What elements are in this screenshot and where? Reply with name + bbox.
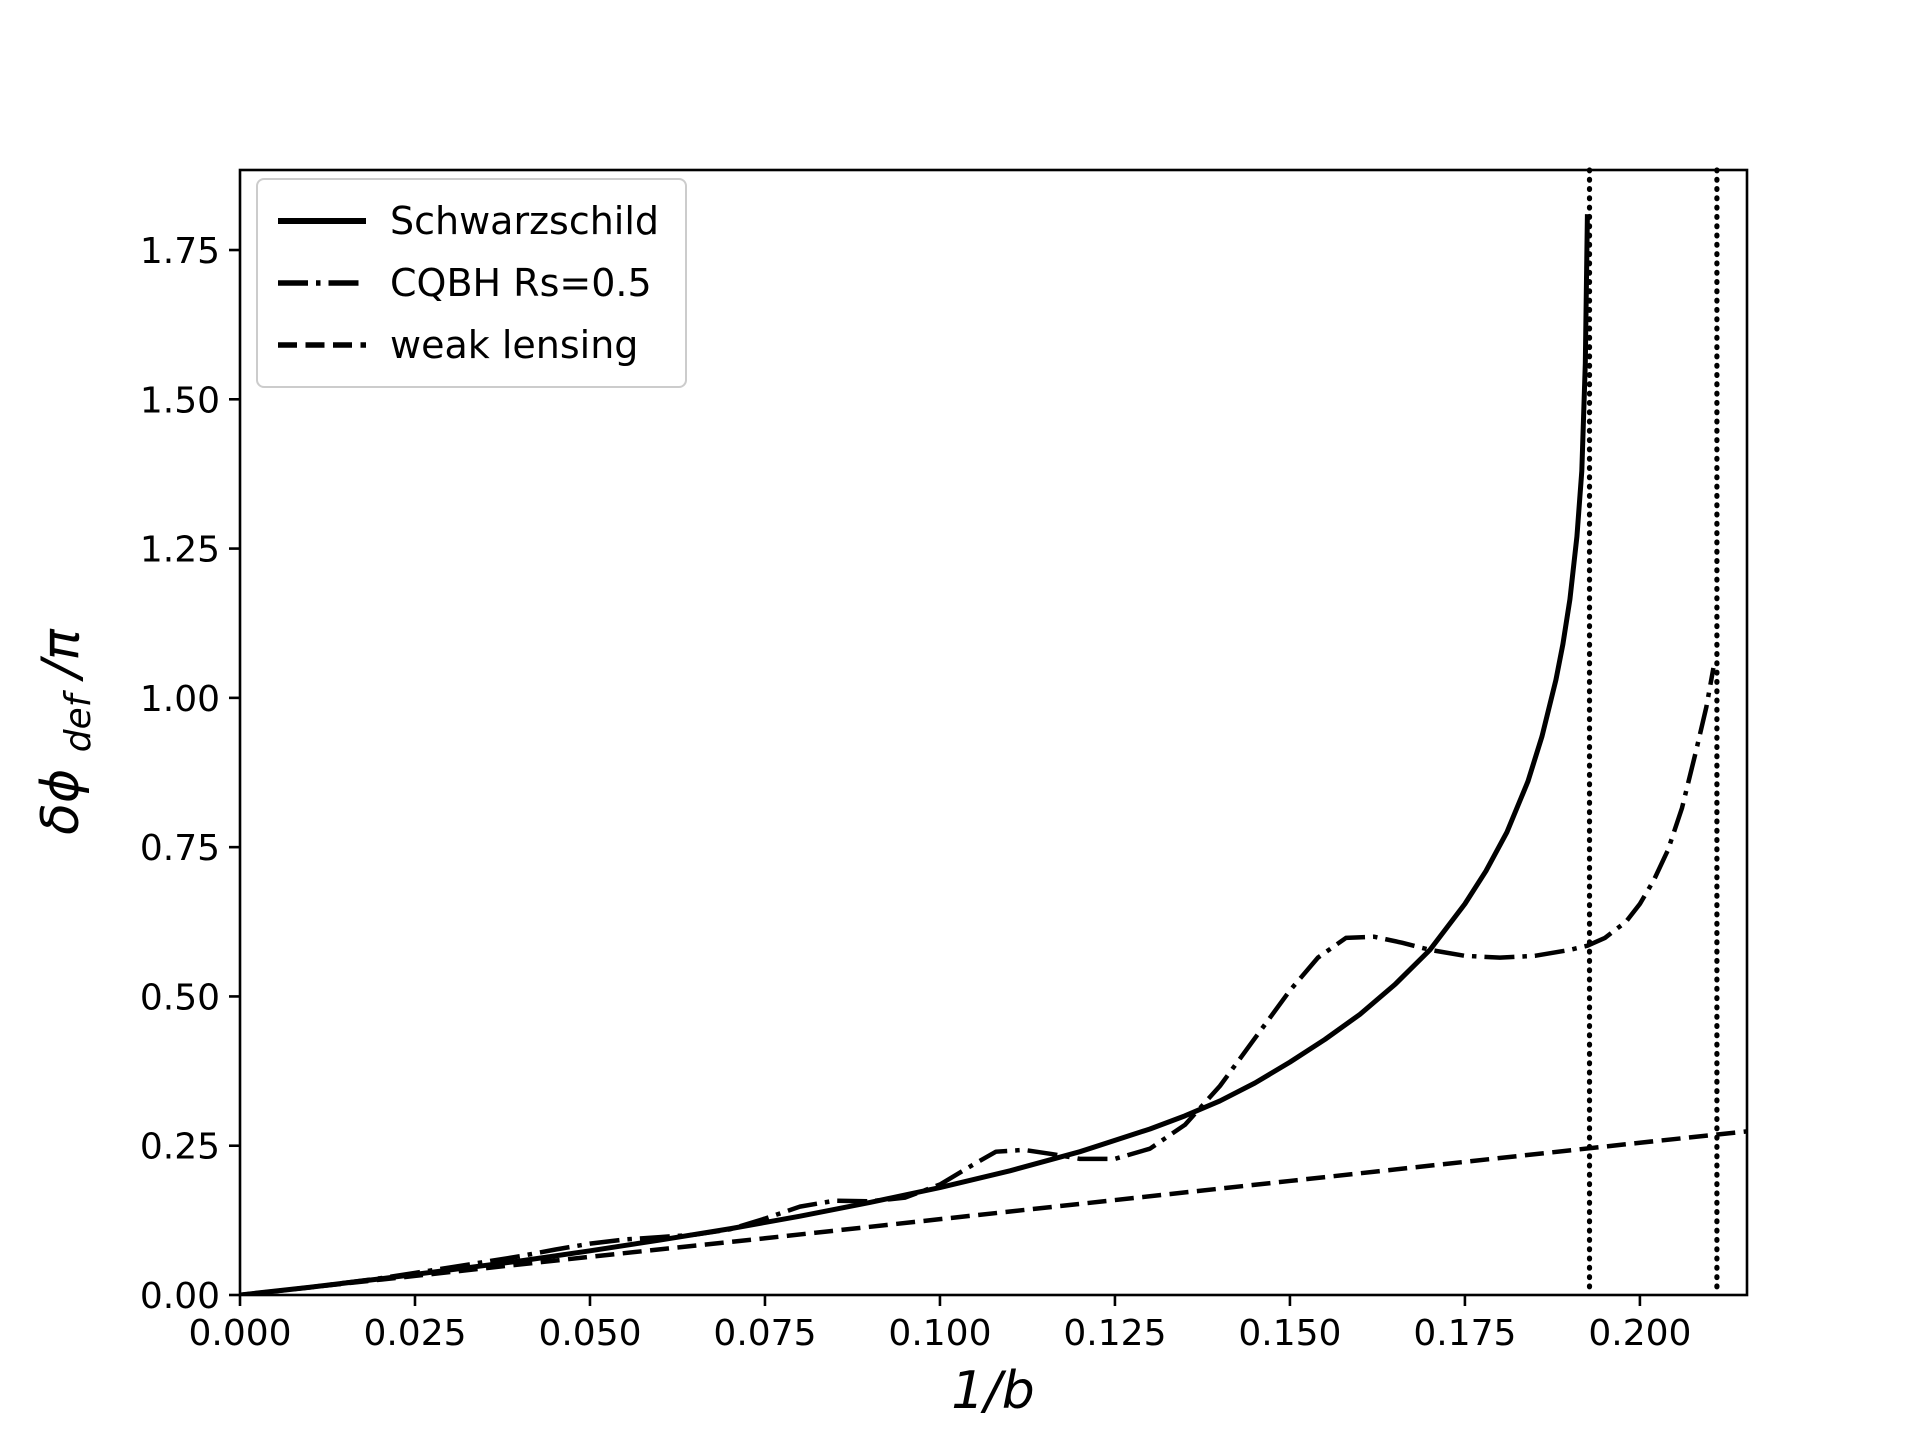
x-tick-label: 0.075 (713, 1313, 816, 1354)
x-tick-label: 0.000 (188, 1313, 291, 1354)
y-axis-label-suffix: /π (31, 628, 91, 682)
legend-label: CQBH Rs=0.5 (390, 261, 652, 305)
curve-cqbh-rs-0-5 (240, 667, 1716, 1295)
legend-item-schwarzschild: Schwarzschild (274, 198, 659, 244)
legend-label: Schwarzschild (390, 199, 660, 243)
x-tick-label: 0.050 (538, 1313, 641, 1354)
axes-frame (238, 168, 1749, 1297)
y-tick-label: 0.25 (140, 1127, 220, 1168)
legend-line-sample-dashdot (278, 280, 366, 286)
y-tick-label: 1.75 (140, 231, 220, 272)
x-tick-label: 0.150 (1238, 1313, 1341, 1354)
axes-group (238, 168, 1749, 1297)
ticks-group: 0.000 0.025 0.050 0.075 0.100 0.125 0.150 0.175… (140, 231, 1692, 1354)
x-axis-label: 1/b (951, 1361, 1035, 1421)
y-tick-label: 0.00 (140, 1276, 220, 1317)
y-tick-label: 0.75 (140, 828, 220, 869)
legend-line-sample-solid (278, 218, 366, 224)
legend: Schwarzschild CQBH Rs=0.5 weak lensing (256, 178, 688, 388)
critical-impact-parameter-vlines (1586, 167, 1720, 1298)
x-tick-label: 0.200 (1588, 1313, 1691, 1354)
x-tick-label: 0.025 (363, 1313, 466, 1354)
legend-label: weak lensing (390, 323, 639, 367)
y-axis-label-main: δϕ (31, 769, 91, 835)
y-axis-label-subscript: def (58, 689, 99, 752)
legend-item-weak-lensing: weak lensing (274, 322, 659, 368)
y-axis-label: δϕ def /π (31, 628, 103, 834)
x-tick-label: 0.100 (888, 1313, 991, 1354)
x-tick-label: 0.175 (1413, 1313, 1516, 1354)
y-tick-label: 1.00 (140, 679, 220, 720)
legend-item-cqbh: CQBH Rs=0.5 (274, 260, 659, 306)
y-tick-label: 1.25 (140, 530, 220, 571)
x-tick-label: 0.125 (1063, 1313, 1166, 1354)
curve-weak-lensing (240, 1129, 1747, 1295)
y-tick-label: 1.50 (140, 380, 220, 421)
y-tick-label: 0.50 (140, 977, 220, 1018)
legend-line-sample-dashed (278, 342, 366, 348)
curves-group (240, 214, 1747, 1295)
curve-schwarzschild (240, 214, 1590, 1295)
